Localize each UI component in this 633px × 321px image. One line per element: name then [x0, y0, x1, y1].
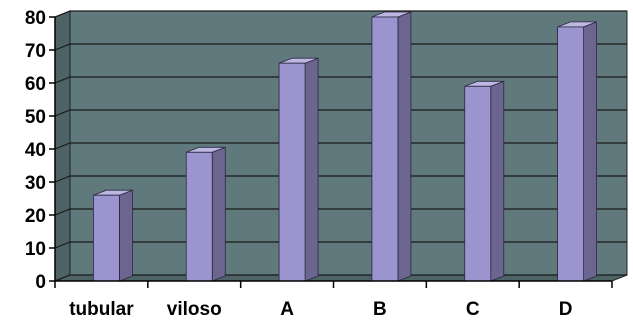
- gridline: [54, 274, 627, 282]
- x-tick-label: B: [373, 299, 387, 320]
- y-tick-label: 20: [25, 206, 46, 227]
- x-tick-label: C: [466, 299, 480, 320]
- gridline: [54, 109, 627, 117]
- gridline: [54, 76, 627, 84]
- gridline: [54, 175, 627, 183]
- bar: [185, 146, 226, 282]
- x-tick-label: viloso: [167, 299, 222, 320]
- bar-front: [93, 194, 120, 282]
- bar-front: [464, 85, 492, 282]
- bar-front: [185, 151, 213, 282]
- y-tick-label: 80: [25, 8, 46, 29]
- y-tick-label: 30: [25, 173, 46, 194]
- bar: [371, 11, 412, 282]
- gridline: [54, 142, 627, 150]
- bar-front: [371, 16, 399, 282]
- y-tick-label: 70: [25, 41, 46, 62]
- gridline: [54, 208, 627, 216]
- y-tick-label: 50: [25, 107, 46, 128]
- bar: [557, 21, 597, 282]
- bar-side: [211, 146, 226, 282]
- bar: [464, 80, 505, 282]
- x-tick-label: D: [559, 299, 573, 320]
- y-tick-label: 10: [25, 239, 46, 260]
- bar: [93, 189, 133, 282]
- gridline: [54, 43, 627, 51]
- gridline: [54, 10, 627, 18]
- bar: [278, 57, 319, 282]
- y-axis: 0 10 20 30 40 50 60 70 80: [25, 8, 56, 293]
- x-tick-label: A: [280, 299, 294, 320]
- bar-side: [304, 57, 319, 282]
- y-tick-label: 0: [35, 272, 46, 293]
- bar-front: [557, 26, 584, 282]
- gridline: [54, 241, 627, 249]
- bar-side: [583, 21, 597, 282]
- bar-side: [397, 11, 412, 282]
- bar-side: [119, 189, 133, 282]
- x-axis: tubular viloso A B C D: [54, 280, 613, 320]
- y-tick-label: 40: [25, 140, 46, 161]
- bar-front: [278, 62, 306, 282]
- bars: [93, 11, 597, 282]
- chart-walls: [54, 10, 628, 282]
- bar-side: [490, 80, 505, 282]
- floor: [54, 274, 628, 282]
- x-tick-label: tubular: [69, 299, 134, 320]
- gridlines: [54, 10, 627, 282]
- y-tick-label: 60: [25, 74, 46, 95]
